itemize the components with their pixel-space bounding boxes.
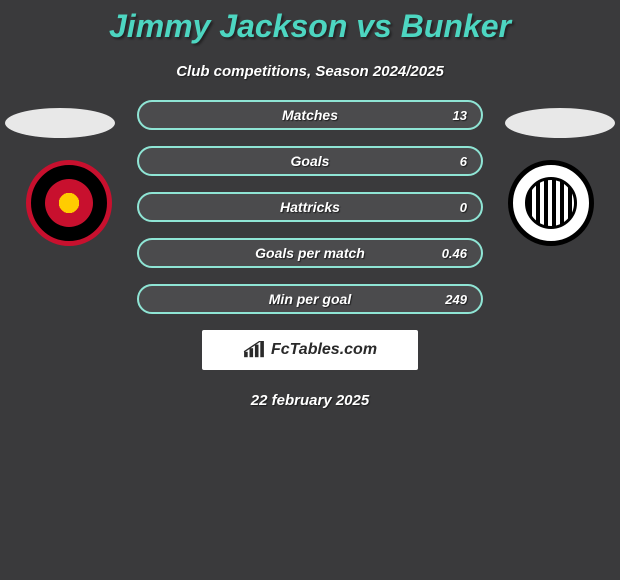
branding-box: FcTables.com <box>202 330 418 370</box>
player-photo-placeholder-left <box>5 108 115 138</box>
club-crest-left <box>26 160 112 246</box>
stat-label: Matches <box>282 107 338 123</box>
stat-row: Min per goal 249 <box>137 284 483 314</box>
stats-list: Matches 13 Goals 6 Hattricks 0 Goals per… <box>137 100 483 314</box>
stat-value: 249 <box>445 292 467 307</box>
stat-label: Goals <box>291 153 330 169</box>
branding-text: FcTables.com <box>271 341 377 359</box>
comparison-panel: Matches 13 Goals 6 Hattricks 0 Goals per… <box>0 100 620 409</box>
stat-label: Min per goal <box>269 291 351 307</box>
stat-row: Goals per match 0.46 <box>137 238 483 268</box>
player-photo-placeholder-right <box>505 108 615 138</box>
stat-value: 0 <box>460 200 467 215</box>
club-crest-left-label <box>31 165 107 241</box>
stat-value: 6 <box>460 154 467 169</box>
subtitle: Club competitions, Season 2024/2025 <box>0 63 620 80</box>
stat-label: Goals per match <box>255 245 365 261</box>
stat-value: 0.46 <box>442 246 467 261</box>
stat-row: Goals 6 <box>137 146 483 176</box>
stat-row: Hattricks 0 <box>137 192 483 222</box>
stat-row: Matches 13 <box>137 100 483 130</box>
stat-label: Hattricks <box>280 199 340 215</box>
page-title: Jimmy Jackson vs Bunker <box>0 0 620 45</box>
club-crest-right <box>508 160 594 246</box>
bar-chart-icon <box>243 341 265 359</box>
stat-value: 13 <box>453 108 467 123</box>
date-text: 22 february 2025 <box>0 392 620 409</box>
